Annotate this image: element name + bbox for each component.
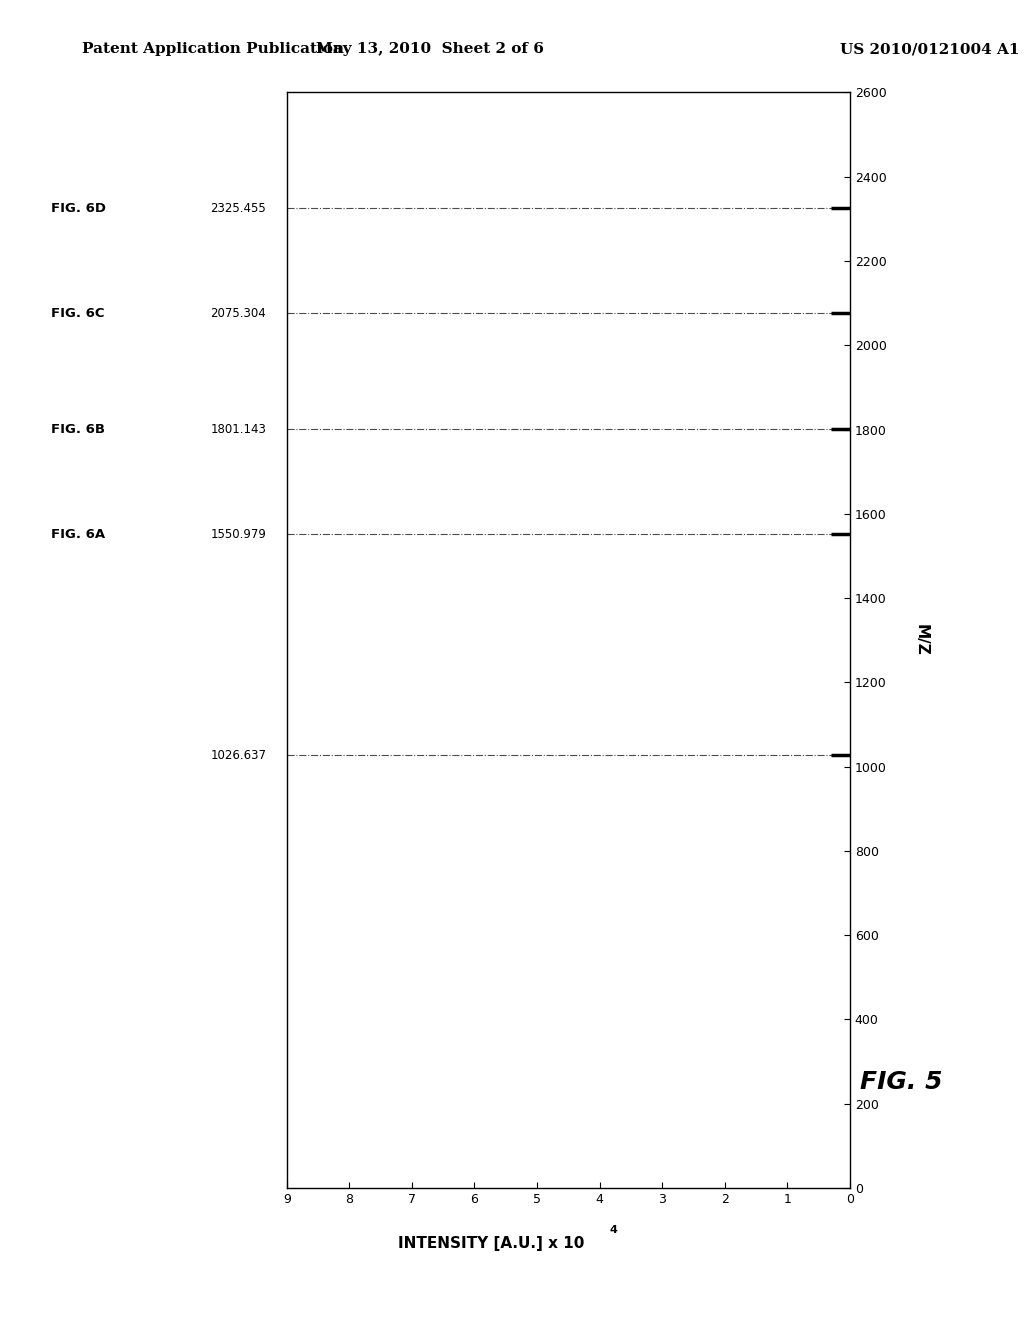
Text: May 13, 2010  Sheet 2 of 6: May 13, 2010 Sheet 2 of 6 — [316, 42, 544, 57]
Text: Patent Application Publication: Patent Application Publication — [82, 42, 344, 57]
Text: 4: 4 — [609, 1225, 617, 1236]
Y-axis label: M/Z: M/Z — [913, 624, 929, 656]
Text: 1801.143: 1801.143 — [210, 422, 266, 436]
Text: US 2010/0121004 A1: US 2010/0121004 A1 — [840, 42, 1019, 57]
Text: INTENSITY [A.U.] x 10: INTENSITY [A.U.] x 10 — [398, 1236, 585, 1251]
Text: FIG. 6A: FIG. 6A — [51, 528, 105, 541]
Text: FIG. 6B: FIG. 6B — [51, 422, 105, 436]
Text: 1026.637: 1026.637 — [210, 748, 266, 762]
Text: FIG. 6D: FIG. 6D — [51, 202, 106, 215]
Text: FIG. 6C: FIG. 6C — [51, 308, 104, 319]
Text: FIG. 5: FIG. 5 — [860, 1071, 942, 1094]
Text: 2325.455: 2325.455 — [211, 202, 266, 215]
Text: 1550.979: 1550.979 — [210, 528, 266, 541]
Text: 2075.304: 2075.304 — [211, 308, 266, 319]
